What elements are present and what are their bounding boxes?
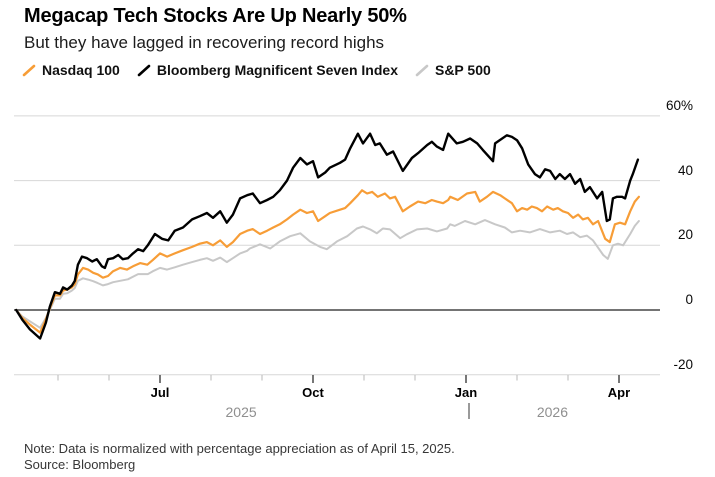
y-axis-label: -20 [673,356,693,372]
y-axis-label: 40 [677,162,693,178]
sp-500-line-swatch-icon [415,64,429,76]
legend: Nasdaq 100 Bloomberg Magnificent Seven I… [22,62,491,78]
legend-label-sp-500: S&P 500 [434,62,491,78]
magnificent-seven-line-swatch-icon [137,64,151,76]
nasdaq-100-line-swatch-icon [22,64,36,76]
legend-item-nasdaq-100: Nasdaq 100 [22,62,120,78]
y-axis-label: 20 [677,227,693,243]
legend-item-magnificent-seven: Bloomberg Magnificent Seven Index [137,62,398,78]
x-axis-label: Apr [607,385,631,400]
series-line-s-p-500 [15,219,640,329]
year-divider [468,403,470,419]
chart-svg [14,115,660,383]
series-line-nasdaq-100 [15,189,641,334]
page-title: Megacap Tech Stocks Are Up Nearly 50% [24,5,407,27]
legend-label-magnificent-seven: Bloomberg Magnificent Seven Index [156,62,398,78]
y-axis-label: 60% [665,97,693,113]
y-axis-label: 0 [685,292,693,307]
source-line: Source: Bloomberg [24,457,136,472]
x-axis-label: Jul [150,385,170,400]
footnote: Note: Data is normalized with percentage… [24,441,455,456]
legend-item-sp-500: S&P 500 [415,62,491,78]
x-axis-label: Oct [302,385,324,400]
year-label: 2025 [225,404,257,420]
year-label: 2026 [536,404,569,420]
legend-label-nasdaq-100: Nasdaq 100 [42,62,120,78]
series-line-bloomberg-magnificent-seven-index [15,132,640,340]
chart-area: 60% 40 20 0 -20 Jul Oct Jan Apr 2025 2026 [0,88,715,433]
chart-subtitle: But they have lagged in recovering recor… [24,33,385,52]
x-axis-label: Jan [454,385,478,400]
